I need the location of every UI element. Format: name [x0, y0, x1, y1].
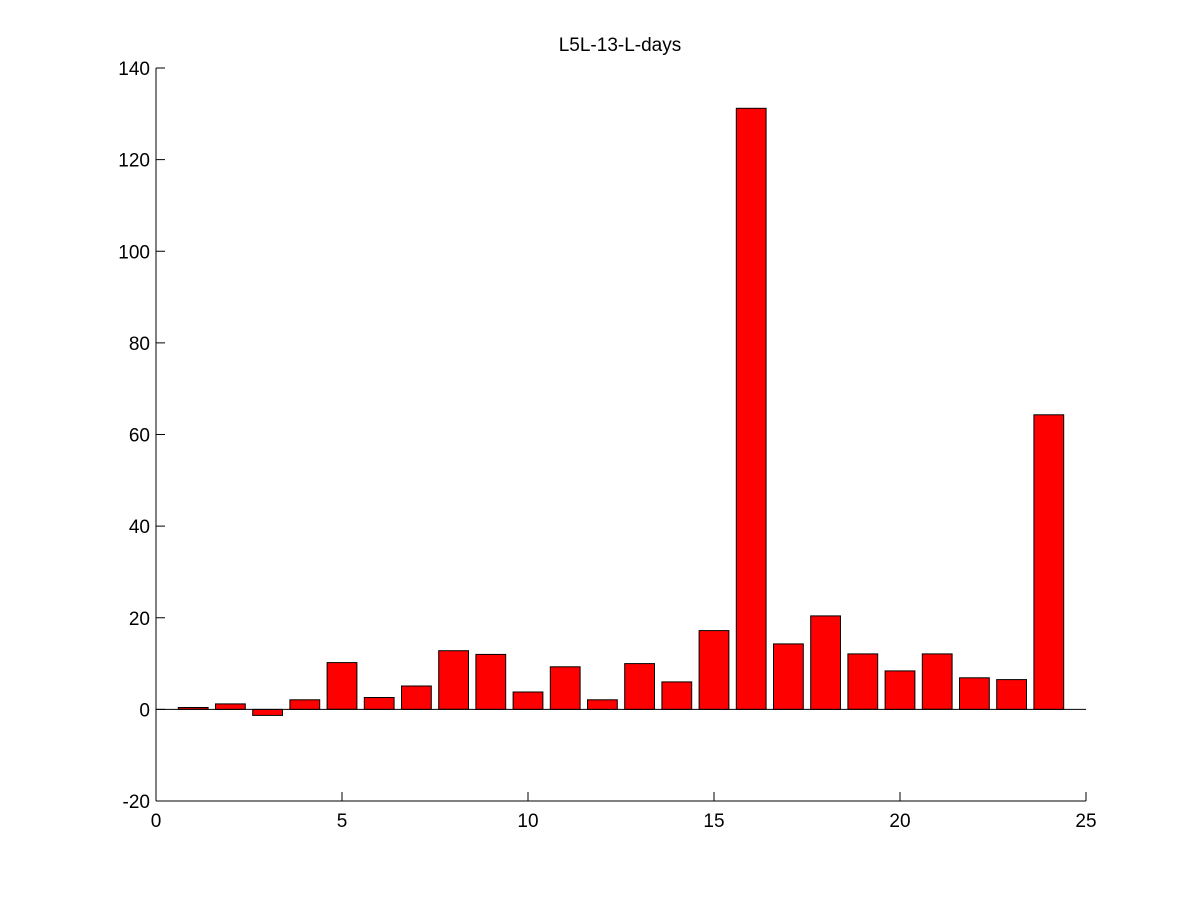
x-tick-label: 25 [1075, 811, 1096, 832]
bar-7 [401, 685, 432, 710]
bar-series [177, 107, 1065, 716]
bar-9 [475, 653, 507, 710]
y-axis-ticks: -20 0 20 40 60 80 100 120 140 [118, 59, 165, 813]
y-tick-label: 40 [129, 517, 150, 538]
bar-16 [735, 107, 767, 710]
bar-5 [326, 662, 358, 710]
y-tick-label: 120 [118, 151, 150, 172]
bar-6 [363, 697, 395, 710]
y-tick-label: 140 [118, 59, 150, 80]
y-tick-label: 20 [129, 609, 150, 630]
x-tick-label: 5 [337, 811, 348, 832]
bar-20 [884, 670, 916, 710]
bar-17 [773, 643, 804, 710]
x-tick-label: 10 [517, 811, 538, 832]
bar-14 [661, 681, 693, 710]
x-tick-label: 15 [703, 811, 724, 832]
y-tick-label: 80 [129, 334, 150, 355]
bar-2 [215, 703, 246, 710]
bar-21 [921, 653, 953, 710]
y-tick-label: 60 [129, 426, 150, 447]
bar-13 [624, 663, 656, 710]
y-tick-label: -20 [123, 792, 150, 813]
bar-12 [587, 699, 618, 710]
x-axis-ticks: 0 5 10 15 20 25 [151, 792, 1097, 832]
x-tick-label: 20 [889, 811, 910, 832]
bar-24 [1033, 414, 1065, 710]
bar-11 [549, 666, 581, 710]
y-tick-label: 100 [118, 242, 150, 263]
bar-23 [996, 679, 1028, 710]
bar-10 [512, 691, 544, 710]
bar-18 [810, 615, 842, 710]
bar-4 [289, 699, 321, 710]
bar-8 [438, 650, 470, 710]
bar-19 [847, 653, 879, 710]
x-tick-label: 0 [151, 811, 162, 832]
bar-15 [698, 630, 730, 710]
bar-3 [252, 708, 283, 716]
bar-22 [959, 677, 990, 710]
y-tick-label: 0 [139, 700, 150, 721]
chart-title: L5L-13-L-days [559, 35, 682, 56]
